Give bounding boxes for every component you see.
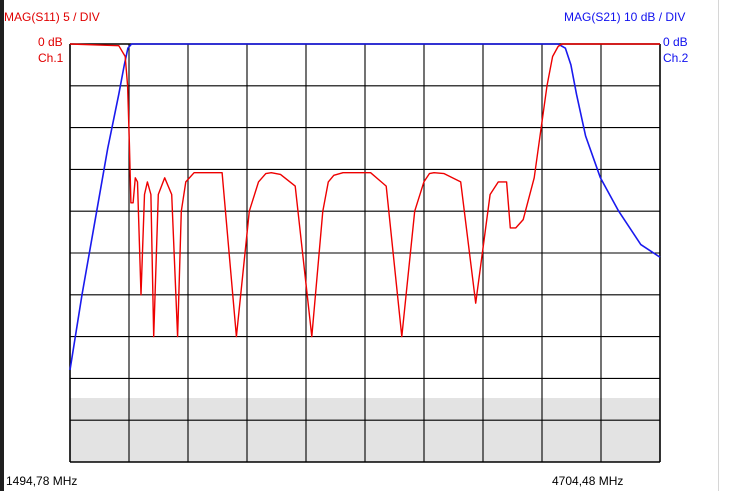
stop-frequency-label: 4704,48 MHz xyxy=(552,474,624,488)
s11-trace xyxy=(69,43,660,338)
s11-channel-label: Ch.1 xyxy=(38,51,64,65)
s21-ref-label: 0 dB xyxy=(663,35,688,49)
s11-ref-label: 0 dB xyxy=(38,35,63,49)
scroll-edge xyxy=(718,0,719,491)
s21-channel-label: Ch.2 xyxy=(663,51,689,65)
s21-scale-label: MAG(S21) 10 dB / DIV xyxy=(564,10,686,24)
s11-scale-label: MAG(S11) 5 / DIV xyxy=(4,10,100,24)
start-frequency-label: 1494,78 MHz xyxy=(6,474,78,488)
window-edge xyxy=(0,0,4,491)
s21-trace xyxy=(69,43,661,371)
